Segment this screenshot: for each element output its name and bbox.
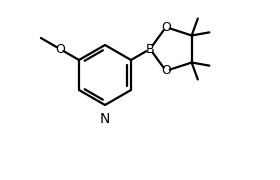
Text: N: N: [100, 111, 110, 125]
Text: B: B: [146, 42, 154, 55]
Text: O: O: [55, 42, 65, 55]
Text: O: O: [161, 21, 171, 34]
Text: O: O: [161, 64, 171, 77]
